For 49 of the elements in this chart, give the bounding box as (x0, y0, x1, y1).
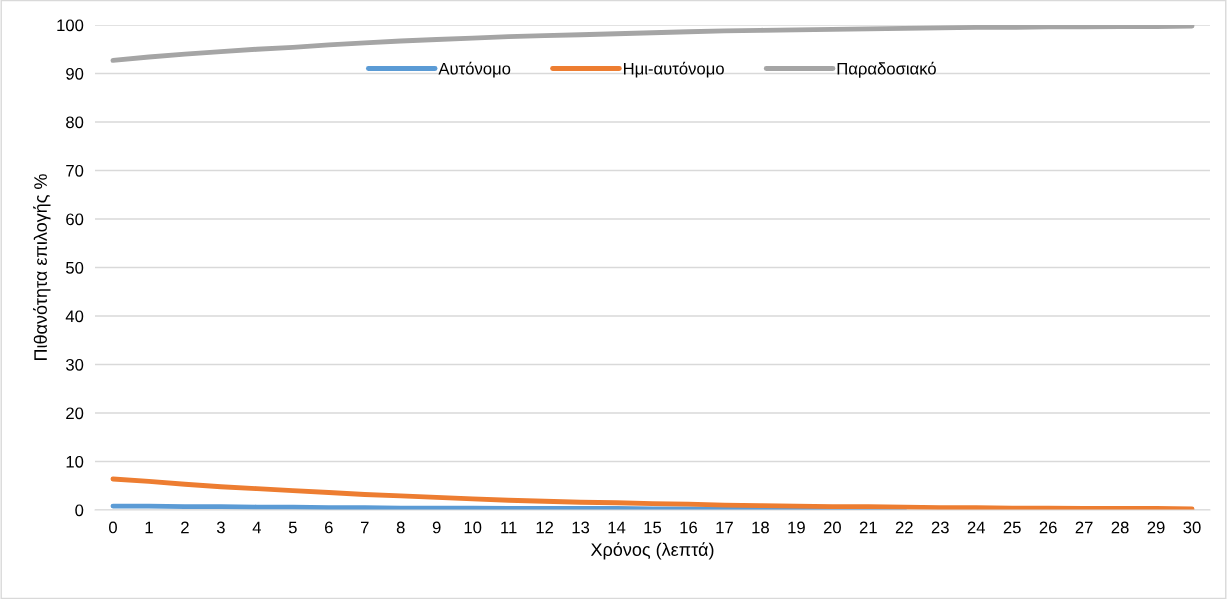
y-tick-label: 70 (66, 164, 84, 177)
x-tick-label: 12 (536, 521, 554, 534)
x-tick-label: 27 (1075, 521, 1093, 534)
x-tick-label: 25 (1003, 521, 1021, 534)
legend-label: Ημι-αυτόνομο (623, 61, 724, 78)
x-tick-label: 21 (859, 521, 877, 534)
x-tick-label: 23 (931, 521, 949, 534)
line-series (110, 25, 1195, 63)
y-axis-title: Πιθανότητα επιλογής % (33, 174, 51, 361)
legend-label: Αυτόνομο (438, 61, 511, 78)
y-tick-label: 10 (66, 455, 84, 468)
x-tick-label: 20 (823, 521, 841, 534)
x-tick-label: 18 (752, 521, 769, 534)
x-tick-label: 6 (325, 521, 333, 534)
x-tick-label: 29 (1147, 521, 1165, 534)
x-tick-label: 24 (967, 521, 985, 534)
y-tick-label: 50 (66, 261, 84, 274)
x-tick-label: 8 (396, 521, 405, 534)
x-tick-label: 4 (252, 521, 261, 534)
y-tick-label: 60 (66, 213, 84, 226)
y-tick-label: 0 (75, 504, 84, 517)
y-tick-label: 40 (65, 310, 84, 323)
x-axis-title: Χρόνος (λεπτά) (590, 542, 714, 560)
y-tick-label: 80 (66, 116, 84, 129)
x-tick-label: 26 (1039, 521, 1057, 534)
x-tick-label: 9 (432, 521, 441, 534)
x-tick-label: 5 (288, 521, 297, 534)
x-tick-label: 0 (109, 521, 117, 534)
legend-label: Παραδοσιακό (837, 61, 936, 78)
x-tick-label: 17 (716, 521, 733, 534)
y-tick-label: 100 (57, 19, 84, 32)
x-tick-label: 13 (572, 521, 590, 534)
line-series (110, 476, 1195, 510)
x-tick-label: 14 (608, 521, 626, 534)
x-tick-label: 15 (644, 521, 662, 534)
x-tick-label: 11 (501, 521, 517, 534)
x-tick-label: 28 (1111, 521, 1129, 534)
x-tick-label: 22 (895, 521, 913, 534)
x-tick-label: 3 (216, 521, 225, 534)
x-tick-label: 19 (788, 521, 805, 534)
x-tick-label: 7 (360, 521, 369, 534)
x-tick-label: 10 (464, 521, 482, 534)
y-tick-label: 30 (65, 358, 84, 371)
y-tick-label: 20 (66, 407, 84, 420)
x-tick-label: 2 (181, 521, 189, 534)
x-tick-label: 16 (680, 521, 698, 534)
x-tick-label: 1 (145, 521, 153, 534)
x-tick-label: 30 (1183, 521, 1201, 534)
y-tick-label: 90 (66, 67, 84, 80)
